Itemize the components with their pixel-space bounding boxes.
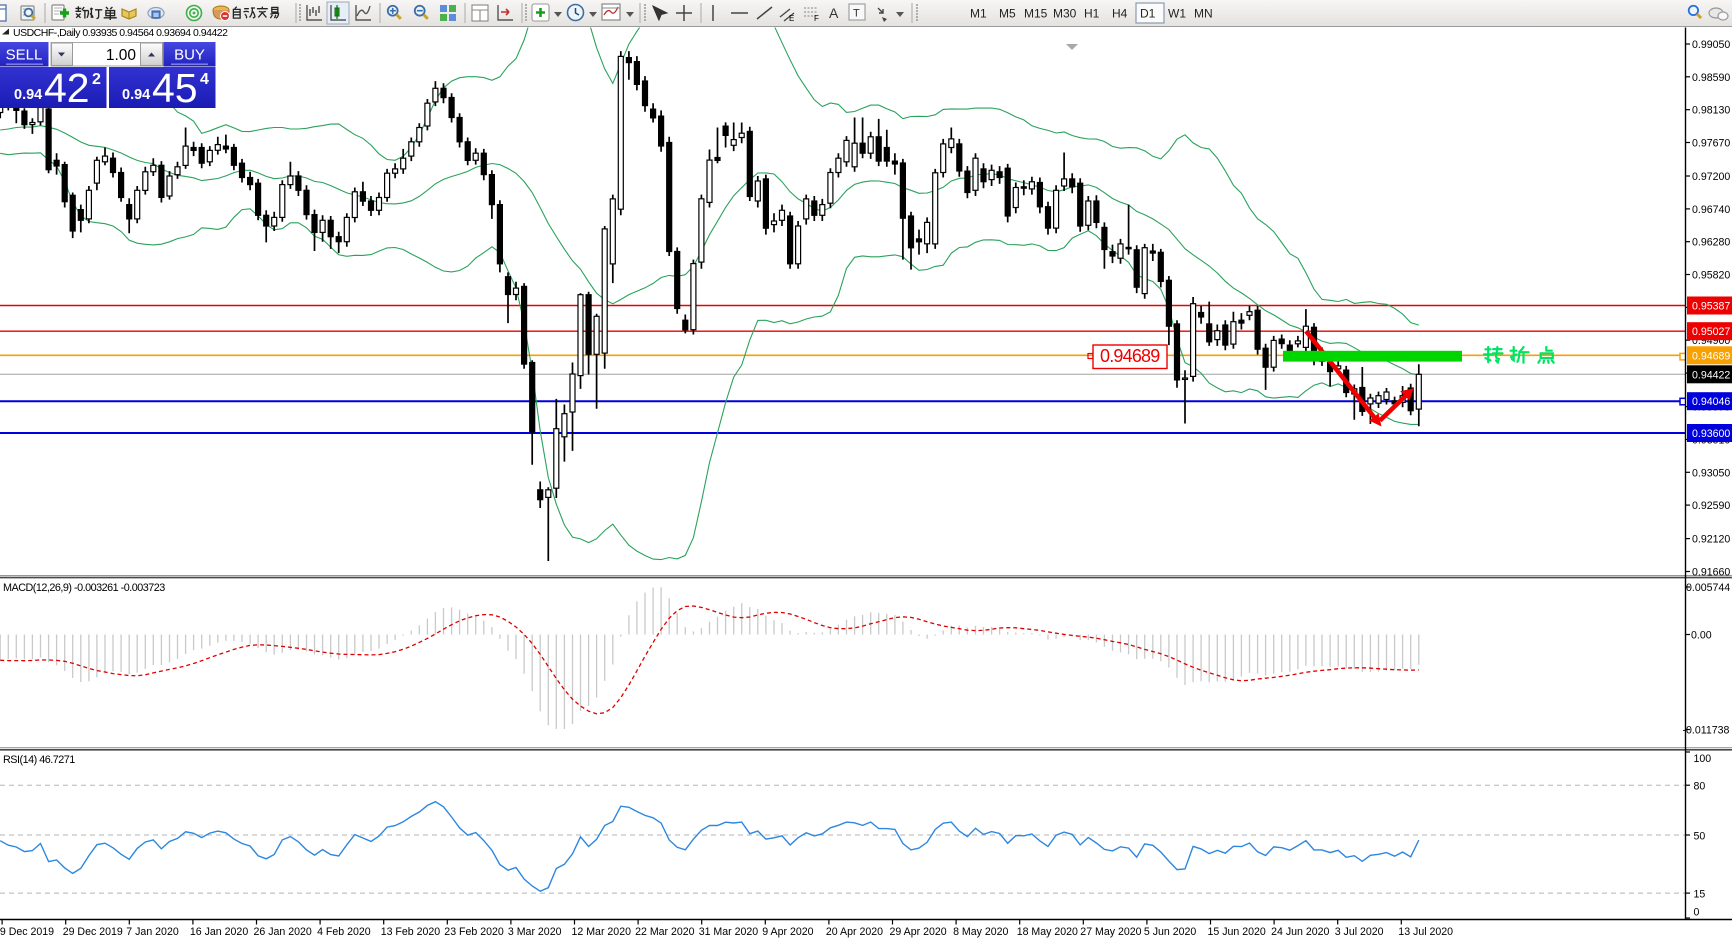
svg-text:24 Jun 2020: 24 Jun 2020 [1271, 926, 1329, 938]
svg-text:4: 4 [200, 71, 209, 88]
svg-text:50: 50 [1694, 831, 1706, 843]
svg-text:A: A [829, 5, 839, 21]
svg-text:M30: M30 [1053, 7, 1077, 21]
svg-text:29 Dec 2019: 29 Dec 2019 [63, 926, 123, 938]
svg-text:0.97670: 0.97670 [1692, 138, 1730, 150]
svg-text:0.94: 0.94 [122, 87, 150, 103]
svg-text:19 Dec 2019: 19 Dec 2019 [0, 926, 54, 938]
svg-text:0.95027: 0.95027 [1692, 326, 1730, 338]
svg-text:0.94: 0.94 [14, 87, 42, 103]
svg-text:3 Jul 2020: 3 Jul 2020 [1335, 926, 1384, 938]
svg-text:0.91660: 0.91660 [1692, 567, 1730, 579]
svg-text:SELL: SELL [6, 47, 43, 64]
svg-text:0.98590: 0.98590 [1692, 72, 1730, 84]
svg-text:H4: H4 [1112, 7, 1128, 21]
svg-text:M15: M15 [1024, 7, 1048, 21]
svg-text:29 Apr 2020: 29 Apr 2020 [890, 926, 947, 938]
svg-text:0.005744: 0.005744 [1686, 582, 1730, 594]
svg-text:1.00: 1.00 [106, 47, 137, 64]
svg-text:0.95387: 0.95387 [1692, 301, 1730, 313]
svg-text:MN: MN [1194, 7, 1213, 21]
svg-text:USDCHF-,Daily 0.93935 0.94564: USDCHF-,Daily 0.93935 0.94564 0.93694 0.… [13, 27, 228, 39]
svg-text:MACD(12,26,9) -0.003261 -0.003: MACD(12,26,9) -0.003261 -0.003723 [3, 582, 165, 594]
svg-text:0.96280: 0.96280 [1692, 237, 1730, 249]
svg-text:2: 2 [92, 71, 101, 88]
svg-text:0.95820: 0.95820 [1692, 270, 1730, 282]
svg-text:26 Jan 2020: 26 Jan 2020 [254, 926, 312, 938]
svg-text:0.94422: 0.94422 [1692, 369, 1730, 381]
svg-text:0.98130: 0.98130 [1692, 105, 1730, 117]
svg-text:0.96740: 0.96740 [1692, 204, 1730, 216]
svg-text:H1: H1 [1084, 7, 1100, 21]
svg-text:F: F [814, 14, 819, 23]
svg-text:-0.011738: -0.011738 [1683, 725, 1730, 737]
svg-text:7 Jan 2020: 7 Jan 2020 [126, 926, 179, 938]
svg-text:15: 15 [1694, 889, 1706, 901]
svg-text:E: E [789, 14, 794, 23]
svg-text:22 Mar 2020: 22 Mar 2020 [635, 926, 695, 938]
svg-text:80: 80 [1694, 781, 1706, 793]
svg-text:0.00: 0.00 [1691, 630, 1712, 642]
svg-text:3 Mar 2020: 3 Mar 2020 [508, 926, 562, 938]
svg-text:31 Mar 2020: 31 Mar 2020 [699, 926, 759, 938]
svg-text:D1: D1 [1140, 7, 1156, 21]
svg-text:M1: M1 [970, 7, 987, 21]
svg-text:4 Feb 2020: 4 Feb 2020 [317, 926, 371, 938]
svg-text:8 May 2020: 8 May 2020 [953, 926, 1008, 938]
svg-text:13 Feb 2020: 13 Feb 2020 [381, 926, 441, 938]
svg-text:M5: M5 [999, 7, 1016, 21]
svg-text:27 May 2020: 27 May 2020 [1080, 926, 1141, 938]
svg-text:23 Feb 2020: 23 Feb 2020 [444, 926, 504, 938]
svg-text:W1: W1 [1168, 7, 1186, 21]
svg-text:0.97200: 0.97200 [1692, 171, 1730, 183]
svg-text:9 Apr 2020: 9 Apr 2020 [762, 926, 813, 938]
svg-text:15 Jun 2020: 15 Jun 2020 [1208, 926, 1266, 938]
svg-text:0.93050: 0.93050 [1692, 467, 1730, 479]
svg-text:0: 0 [1694, 907, 1700, 919]
svg-text:100: 100 [1694, 753, 1712, 765]
svg-text:0.94046: 0.94046 [1692, 396, 1730, 408]
svg-text:T: T [853, 8, 860, 20]
svg-text:RSI(14) 46.7271: RSI(14) 46.7271 [3, 754, 75, 766]
svg-text:42: 42 [44, 65, 90, 111]
svg-text:5 Jun 2020: 5 Jun 2020 [1144, 926, 1197, 938]
svg-text:0.94689: 0.94689 [1100, 346, 1160, 366]
svg-text:16 Jan 2020: 16 Jan 2020 [190, 926, 248, 938]
svg-text:20 Apr 2020: 20 Apr 2020 [826, 926, 883, 938]
svg-text:13 Jul 2020: 13 Jul 2020 [1398, 926, 1453, 938]
svg-text:0.92590: 0.92590 [1692, 500, 1730, 512]
svg-text:0.92120: 0.92120 [1692, 534, 1730, 546]
svg-text:18 May 2020: 18 May 2020 [1017, 926, 1078, 938]
svg-text:0.93600: 0.93600 [1692, 428, 1730, 440]
svg-text:0.94689: 0.94689 [1692, 350, 1730, 362]
svg-text:0.99050: 0.99050 [1692, 39, 1730, 51]
svg-text:BUY: BUY [174, 47, 205, 64]
svg-text:45: 45 [152, 65, 198, 111]
svg-text:12 Mar 2020: 12 Mar 2020 [572, 926, 632, 938]
